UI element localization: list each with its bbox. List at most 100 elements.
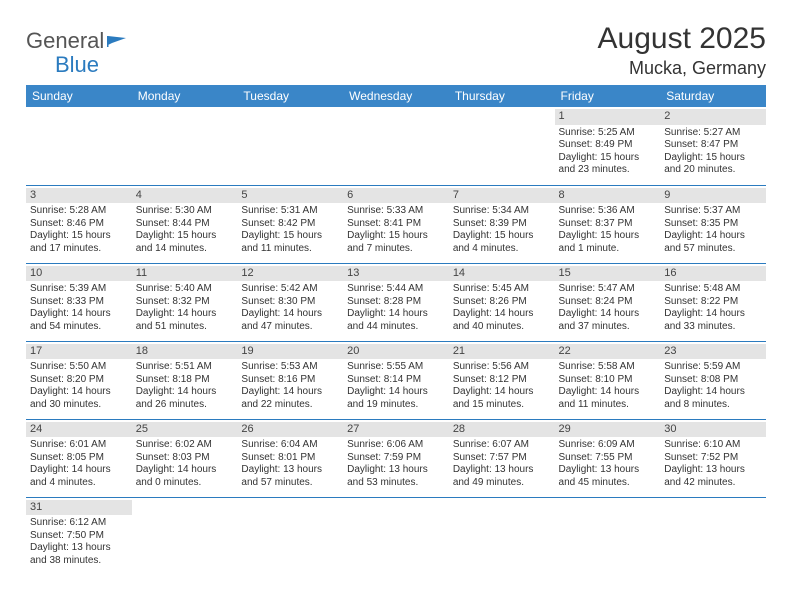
daylight-line: Daylight: 14 hours and 22 minutes. [241,386,339,411]
daylight-line: Daylight: 13 hours and 53 minutes. [347,464,445,489]
calendar-cell: 13Sunrise: 5:44 AMSunset: 8:28 PMDayligh… [343,263,449,341]
day-number: 2 [660,109,766,125]
day-number: 9 [660,188,766,204]
sunset-line: Sunset: 8:16 PM [241,374,339,387]
weekday-header: Friday [555,85,661,107]
weekday-header: Monday [132,85,238,107]
day-number: 22 [555,344,661,360]
calendar-cell: 23Sunrise: 5:59 AMSunset: 8:08 PMDayligh… [660,341,766,419]
calendar-cell: 29Sunrise: 6:09 AMSunset: 7:55 PMDayligh… [555,419,661,497]
calendar-cell: 30Sunrise: 6:10 AMSunset: 7:52 PMDayligh… [660,419,766,497]
sunset-line: Sunset: 8:37 PM [559,218,657,231]
sunrise-line: Sunrise: 5:37 AM [664,205,762,218]
calendar-cell [449,497,555,575]
sunrise-line: Sunrise: 6:06 AM [347,439,445,452]
sunset-line: Sunset: 8:42 PM [241,218,339,231]
sunset-line: Sunset: 8:28 PM [347,296,445,309]
sunrise-line: Sunrise: 5:47 AM [559,283,657,296]
daylight-line: Daylight: 13 hours and 42 minutes. [664,464,762,489]
calendar-cell: 3Sunrise: 5:28 AMSunset: 8:46 PMDaylight… [26,185,132,263]
calendar-cell: 22Sunrise: 5:58 AMSunset: 8:10 PMDayligh… [555,341,661,419]
sunset-line: Sunset: 8:41 PM [347,218,445,231]
day-number: 18 [132,344,238,360]
calendar-cell: 31Sunrise: 6:12 AMSunset: 7:50 PMDayligh… [26,497,132,575]
sunrise-line: Sunrise: 5:28 AM [30,205,128,218]
daylight-line: Daylight: 14 hours and 4 minutes. [30,464,128,489]
sunset-line: Sunset: 8:46 PM [30,218,128,231]
calendar-cell: 14Sunrise: 5:45 AMSunset: 8:26 PMDayligh… [449,263,555,341]
sunset-line: Sunset: 7:50 PM [30,530,128,543]
daylight-line: Daylight: 14 hours and 8 minutes. [664,386,762,411]
calendar-cell: 2Sunrise: 5:27 AMSunset: 8:47 PMDaylight… [660,107,766,185]
sunrise-line: Sunrise: 5:50 AM [30,361,128,374]
sunrise-line: Sunrise: 5:31 AM [241,205,339,218]
daylight-line: Daylight: 15 hours and 23 minutes. [559,152,657,177]
daylight-line: Daylight: 13 hours and 57 minutes. [241,464,339,489]
calendar-cell: 8Sunrise: 5:36 AMSunset: 8:37 PMDaylight… [555,185,661,263]
day-number: 4 [132,188,238,204]
sunrise-line: Sunrise: 5:56 AM [453,361,551,374]
sunrise-line: Sunrise: 6:04 AM [241,439,339,452]
day-number: 31 [26,500,132,516]
calendar-cell: 10Sunrise: 5:39 AMSunset: 8:33 PMDayligh… [26,263,132,341]
sunset-line: Sunset: 8:05 PM [30,452,128,465]
calendar-cell: 6Sunrise: 5:33 AMSunset: 8:41 PMDaylight… [343,185,449,263]
day-number: 11 [132,266,238,282]
title-block: August 2025 Mucka, Germany [598,22,766,79]
day-number: 20 [343,344,449,360]
daylight-line: Daylight: 14 hours and 54 minutes. [30,308,128,333]
logo: GeneralBlue [26,22,128,78]
calendar-cell [449,107,555,185]
weekday-header-row: SundayMondayTuesdayWednesdayThursdayFrid… [26,85,766,107]
sunset-line: Sunset: 8:35 PM [664,218,762,231]
day-number: 1 [555,109,661,125]
sunrise-line: Sunrise: 5:44 AM [347,283,445,296]
sunrise-line: Sunrise: 6:02 AM [136,439,234,452]
sunrise-line: Sunrise: 5:27 AM [664,127,762,140]
calendar-cell [555,497,661,575]
sunrise-line: Sunrise: 5:53 AM [241,361,339,374]
daylight-line: Daylight: 14 hours and 51 minutes. [136,308,234,333]
calendar-cell: 9Sunrise: 5:37 AMSunset: 8:35 PMDaylight… [660,185,766,263]
sunrise-line: Sunrise: 5:25 AM [559,127,657,140]
daylight-line: Daylight: 13 hours and 45 minutes. [559,464,657,489]
calendar-cell: 24Sunrise: 6:01 AMSunset: 8:05 PMDayligh… [26,419,132,497]
day-number: 28 [449,422,555,438]
sunset-line: Sunset: 8:08 PM [664,374,762,387]
sunrise-line: Sunrise: 6:09 AM [559,439,657,452]
sunrise-line: Sunrise: 6:10 AM [664,439,762,452]
sunset-line: Sunset: 7:55 PM [559,452,657,465]
calendar-cell: 19Sunrise: 5:53 AMSunset: 8:16 PMDayligh… [237,341,343,419]
calendar-cell: 11Sunrise: 5:40 AMSunset: 8:32 PMDayligh… [132,263,238,341]
daylight-line: Daylight: 13 hours and 38 minutes. [30,542,128,567]
sunset-line: Sunset: 8:14 PM [347,374,445,387]
calendar-cell: 16Sunrise: 5:48 AMSunset: 8:22 PMDayligh… [660,263,766,341]
daylight-line: Daylight: 14 hours and 47 minutes. [241,308,339,333]
day-number: 10 [26,266,132,282]
sunrise-line: Sunrise: 5:30 AM [136,205,234,218]
sunset-line: Sunset: 8:49 PM [559,139,657,152]
weekday-header: Wednesday [343,85,449,107]
calendar-cell: 27Sunrise: 6:06 AMSunset: 7:59 PMDayligh… [343,419,449,497]
calendar-cell [132,107,238,185]
daylight-line: Daylight: 14 hours and 33 minutes. [664,308,762,333]
sunrise-line: Sunrise: 5:34 AM [453,205,551,218]
sunset-line: Sunset: 8:12 PM [453,374,551,387]
day-number: 29 [555,422,661,438]
weekday-header: Thursday [449,85,555,107]
sunrise-line: Sunrise: 6:01 AM [30,439,128,452]
day-number: 13 [343,266,449,282]
daylight-line: Daylight: 14 hours and 44 minutes. [347,308,445,333]
sunset-line: Sunset: 8:26 PM [453,296,551,309]
day-number: 30 [660,422,766,438]
day-number: 14 [449,266,555,282]
daylight-line: Daylight: 14 hours and 40 minutes. [453,308,551,333]
sunrise-line: Sunrise: 5:59 AM [664,361,762,374]
calendar-cell [660,497,766,575]
calendar-cell: 20Sunrise: 5:55 AMSunset: 8:14 PMDayligh… [343,341,449,419]
sunset-line: Sunset: 8:39 PM [453,218,551,231]
calendar-cell: 5Sunrise: 5:31 AMSunset: 8:42 PMDaylight… [237,185,343,263]
sunset-line: Sunset: 7:57 PM [453,452,551,465]
day-number: 25 [132,422,238,438]
sunrise-line: Sunrise: 5:58 AM [559,361,657,374]
